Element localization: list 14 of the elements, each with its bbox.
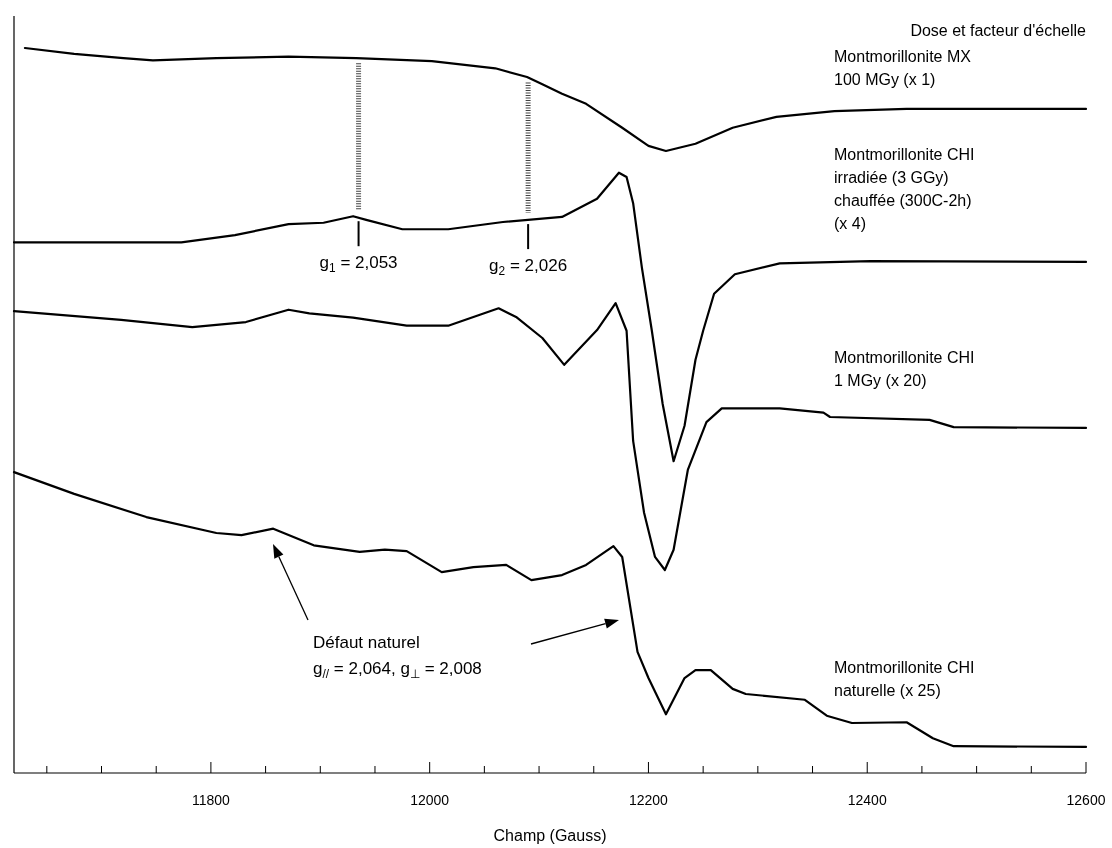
series-label: Montmorillonite MX 100 MGy (x 1): [834, 47, 972, 88]
legend-title: Dose et facteur d'échelle: [910, 22, 1087, 39]
annotation: g$_{2}$ = 2,026: [489, 256, 568, 278]
series-label: Montmorillonite CHI naturelle (x 25): [834, 658, 975, 699]
x-tick-label: 12400: [847, 792, 887, 808]
x-tick-label: 12600: [1066, 792, 1106, 808]
series-label: Montmorillonite CHI 1 MGy (x 20): [834, 348, 975, 389]
series-label: Montmorillonite CHI irradiée (3 GGy) chauffée (300C-2h) (x 4): [834, 145, 975, 232]
x-tick-label: 12200: [628, 792, 669, 808]
annotation: Défaut naturel g$_{//}$ = 2,064, g$_{⊥}$ = 2,008: [313, 633, 482, 681]
x-tick-label: 12000: [410, 792, 450, 808]
x-axis-title: Champ (Gauss): [493, 827, 607, 844]
annotation: g$_{1}$ = 2,053: [319, 253, 398, 275]
x-tick-label: 11800: [191, 792, 231, 808]
